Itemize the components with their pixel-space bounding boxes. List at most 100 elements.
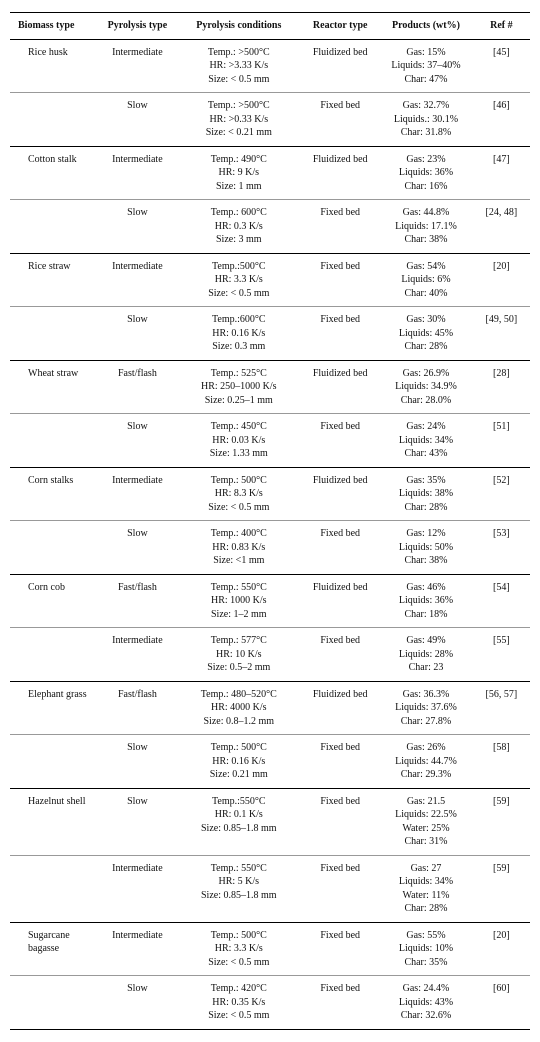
biomass-cell: Rice straw — [10, 253, 98, 307]
biomass-cell — [10, 855, 98, 922]
biomass-cell — [10, 976, 98, 1030]
reactor-cell: Fluidized bed — [301, 574, 379, 628]
conditions-cell: Temp.: 480–520°CHR: 4000 K/sSize: 0.8–1.… — [176, 681, 301, 735]
conditions-cell: Temp.: 550°CHR: 1000 K/sSize: 1–2 mm — [176, 574, 301, 628]
reactor-cell: Fixed bed — [301, 788, 379, 855]
reactor-cell: Fluidized bed — [301, 146, 379, 200]
reactor-cell: Fluidized bed — [301, 681, 379, 735]
products-cell: Gas: 15%Liquids: 37–40%Char: 47% — [379, 39, 473, 93]
products-cell: Gas: 24.4%Liquids: 43%Char: 32.6% — [379, 976, 473, 1030]
ref-cell: [60] — [473, 976, 530, 1030]
table-row: SlowTemp.:600°CHR: 0.16 K/sSize: 0.3 mmF… — [10, 307, 530, 361]
ref-cell: [51] — [473, 414, 530, 468]
pyrolysis-type-cell: Intermediate — [98, 467, 176, 521]
biomass-cell — [10, 200, 98, 254]
header-row: Biomass typePyrolysis typePyrolysis cond… — [10, 13, 530, 40]
conditions-cell: Temp.: 490°CHR: 9 K/sSize: 1 mm — [176, 146, 301, 200]
pyrolysis-type-cell: Slow — [98, 307, 176, 361]
table-row: Cotton stalkIntermediateTemp.: 490°CHR: … — [10, 146, 530, 200]
ref-cell: [47] — [473, 146, 530, 200]
conditions-cell: Temp.: >500°CHR: >0.33 K/sSize: < 0.21 m… — [176, 93, 301, 147]
col-header: Products (wt%) — [379, 13, 473, 40]
pyrolysis-type-cell: Fast/flash — [98, 574, 176, 628]
conditions-cell: Temp.: 500°CHR: 3.3 K/sSize: < 0.5 mm — [176, 922, 301, 976]
products-cell: Gas: 26.9%Liquids: 34.9%Char: 28.0% — [379, 360, 473, 414]
conditions-cell: Temp.:600°CHR: 0.16 K/sSize: 0.3 mm — [176, 307, 301, 361]
products-cell: Gas: 32.7%Liquids.: 30.1%Char: 31.8% — [379, 93, 473, 147]
conditions-cell: Temp.: 550°CHR: 5 K/sSize: 0.85–1.8 mm — [176, 855, 301, 922]
products-cell: Gas: 35%Liquids: 38%Char: 28% — [379, 467, 473, 521]
reactor-cell: Fluidized bed — [301, 39, 379, 93]
biomass-cell: Corn cob — [10, 574, 98, 628]
products-cell: Gas: 26%Liquids: 44.7%Char: 29.3% — [379, 735, 473, 789]
pyrolysis-type-cell: Intermediate — [98, 628, 176, 682]
biomass-cell — [10, 414, 98, 468]
table-row: IntermediateTemp.: 550°CHR: 5 K/sSize: 0… — [10, 855, 530, 922]
pyrolysis-table: Biomass typePyrolysis typePyrolysis cond… — [10, 12, 530, 1030]
pyrolysis-type-cell: Slow — [98, 521, 176, 575]
pyrolysis-type-cell: Intermediate — [98, 855, 176, 922]
table-row: IntermediateTemp.: 577°CHR: 10 K/sSize: … — [10, 628, 530, 682]
reactor-cell: Fixed bed — [301, 628, 379, 682]
conditions-cell: Temp.: 420°CHR: 0.35 K/sSize: < 0.5 mm — [176, 976, 301, 1030]
conditions-cell: Temp.: 525°CHR: 250–1000 K/sSize: 0.25–1… — [176, 360, 301, 414]
biomass-cell — [10, 628, 98, 682]
pyrolysis-type-cell: Slow — [98, 735, 176, 789]
reactor-cell: Fixed bed — [301, 735, 379, 789]
products-cell: Gas: 49%Liquids: 28%Char: 23 — [379, 628, 473, 682]
col-header: Ref # — [473, 13, 530, 40]
ref-cell: [46] — [473, 93, 530, 147]
products-cell: Gas: 27Liquids: 34%Water: 11%Char: 28% — [379, 855, 473, 922]
pyrolysis-type-cell: Fast/flash — [98, 681, 176, 735]
ref-cell: [20] — [473, 253, 530, 307]
reactor-cell: Fixed bed — [301, 253, 379, 307]
table-row: SlowTemp.: 420°CHR: 0.35 K/sSize: < 0.5 … — [10, 976, 530, 1030]
table-row: SlowTemp.: 600°CHR: 0.3 K/sSize: 3 mmFix… — [10, 200, 530, 254]
table-row: SlowTemp.: 450°CHR: 0.03 K/sSize: 1.33 m… — [10, 414, 530, 468]
reactor-cell: Fixed bed — [301, 976, 379, 1030]
biomass-cell — [10, 307, 98, 361]
products-cell: Gas: 30%Liquids: 45%Char: 28% — [379, 307, 473, 361]
conditions-cell: Temp.: 600°CHR: 0.3 K/sSize: 3 mm — [176, 200, 301, 254]
biomass-cell — [10, 521, 98, 575]
products-cell: Gas: 23%Liquids: 36%Char: 16% — [379, 146, 473, 200]
pyrolysis-type-cell: Slow — [98, 976, 176, 1030]
table-row: Elephant grassFast/flashTemp.: 480–520°C… — [10, 681, 530, 735]
biomass-cell: Sugarcane bagasse — [10, 922, 98, 976]
reactor-cell: Fluidized bed — [301, 467, 379, 521]
pyrolysis-type-cell: Slow — [98, 200, 176, 254]
products-cell: Gas: 54%Liquids: 6%Char: 40% — [379, 253, 473, 307]
table-row: SlowTemp.: 400°CHR: 0.83 K/sSize: <1 mmF… — [10, 521, 530, 575]
biomass-cell — [10, 735, 98, 789]
reactor-cell: Fluidized bed — [301, 360, 379, 414]
products-cell: Gas: 55%Liquids: 10%Char: 35% — [379, 922, 473, 976]
reactor-cell: Fixed bed — [301, 93, 379, 147]
pyrolysis-type-cell: Intermediate — [98, 146, 176, 200]
biomass-cell: Hazelnut shell — [10, 788, 98, 855]
conditions-cell: Temp.:500°CHR: 3.3 K/sSize: < 0.5 mm — [176, 253, 301, 307]
col-header: Reactor type — [301, 13, 379, 40]
table-row: Wheat strawFast/flashTemp.: 525°CHR: 250… — [10, 360, 530, 414]
ref-cell: [58] — [473, 735, 530, 789]
pyrolysis-type-cell: Fast/flash — [98, 360, 176, 414]
products-cell: Gas: 44.8%Liquids: 17.1%Char: 38% — [379, 200, 473, 254]
reactor-cell: Fixed bed — [301, 855, 379, 922]
col-header: Pyrolysis conditions — [176, 13, 301, 40]
ref-cell: [20] — [473, 922, 530, 976]
conditions-cell: Temp.: 450°CHR: 0.03 K/sSize: 1.33 mm — [176, 414, 301, 468]
conditions-cell: Temp.: 400°CHR: 0.83 K/sSize: <1 mm — [176, 521, 301, 575]
products-cell: Gas: 36.3%Liquids: 37.6%Char: 27.8% — [379, 681, 473, 735]
biomass-cell — [10, 93, 98, 147]
products-cell: Gas: 24%Liquids: 34%Char: 43% — [379, 414, 473, 468]
reactor-cell: Fixed bed — [301, 922, 379, 976]
biomass-cell: Cotton stalk — [10, 146, 98, 200]
conditions-cell: Temp.: 500°CHR: 0.16 K/sSize: 0.21 mm — [176, 735, 301, 789]
ref-cell: [53] — [473, 521, 530, 575]
products-cell: Gas: 12%Liquids: 50%Char: 38% — [379, 521, 473, 575]
pyrolysis-type-cell: Slow — [98, 93, 176, 147]
conditions-cell: Temp.: 500°CHR: 8.3 K/sSize: < 0.5 mm — [176, 467, 301, 521]
ref-cell: [54] — [473, 574, 530, 628]
reactor-cell: Fixed bed — [301, 414, 379, 468]
table-row: Sugarcane bagasseIntermediateTemp.: 500°… — [10, 922, 530, 976]
ref-cell: [28] — [473, 360, 530, 414]
